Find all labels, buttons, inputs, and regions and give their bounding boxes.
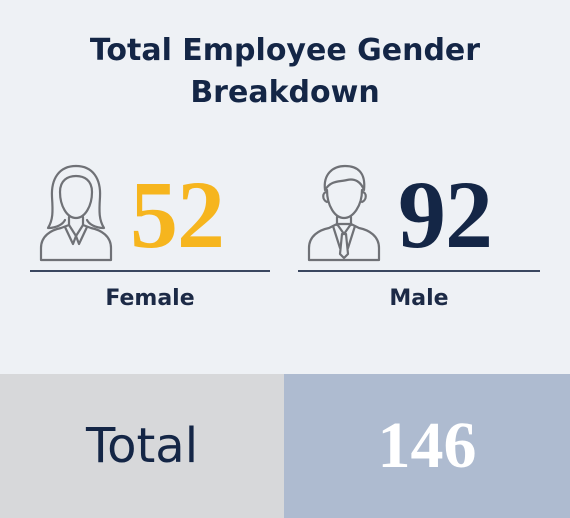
male-count: 92 <box>398 161 493 268</box>
male-label: Male <box>389 286 449 311</box>
total-label-cell: Total <box>0 374 284 518</box>
female-label: Female <box>105 286 195 311</box>
female-stat: 52 Female <box>30 160 270 320</box>
male-person-icon <box>307 164 381 262</box>
card-title: Total Employee Gender Breakdown <box>0 30 570 114</box>
male-stat: 92 Male <box>298 160 540 320</box>
female-person-icon <box>39 164 113 262</box>
female-count: 52 <box>130 161 225 268</box>
total-value: 146 <box>377 409 477 482</box>
card-title-line-2: Breakdown <box>190 75 380 110</box>
card-title-line-1: Total Employee Gender <box>89 33 481 68</box>
male-divider <box>298 270 540 272</box>
female-divider <box>30 270 270 272</box>
total-value-cell: 146 <box>284 374 570 518</box>
total-label: Total <box>85 418 199 474</box>
total-row: Total 146 <box>0 374 570 518</box>
